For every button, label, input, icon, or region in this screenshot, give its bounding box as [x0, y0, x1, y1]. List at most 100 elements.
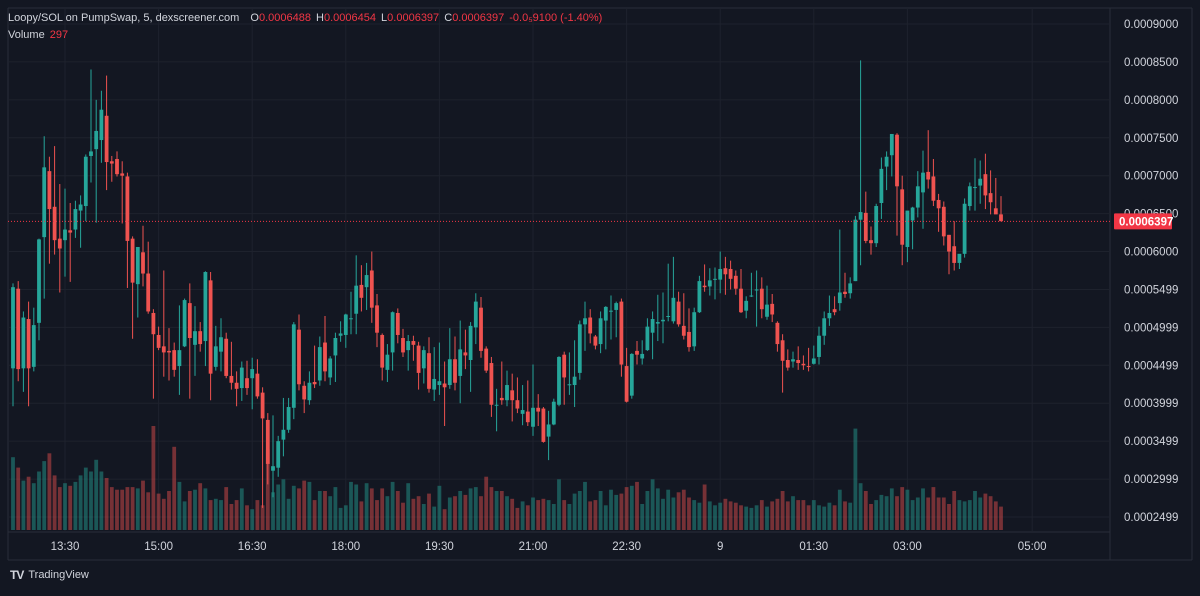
candle-body[interactable] — [245, 378, 249, 389]
candle-body[interactable] — [728, 268, 733, 279]
candle-body[interactable] — [286, 407, 291, 430]
candle-body[interactable] — [973, 187, 977, 189]
candle-body[interactable] — [551, 401, 556, 425]
candle-body[interactable] — [255, 373, 260, 397]
candle-body[interactable] — [988, 193, 993, 203]
candle-body[interactable] — [224, 338, 229, 376]
candle-body[interactable] — [999, 214, 1003, 222]
candle-body[interactable] — [89, 151, 93, 156]
candle-body[interactable] — [338, 333, 343, 336]
candle-body[interactable] — [915, 186, 920, 208]
candle-body[interactable] — [707, 280, 712, 287]
candle-body[interactable] — [572, 376, 577, 386]
candle-body[interactable] — [775, 322, 780, 345]
candle-body[interactable] — [562, 354, 567, 378]
candle-body[interactable] — [510, 390, 515, 401]
candle-body[interactable] — [52, 206, 57, 241]
candle-body[interactable] — [791, 359, 795, 362]
candle-body[interactable] — [614, 303, 619, 310]
candle-body[interactable] — [31, 325, 36, 367]
candle-body[interactable] — [109, 161, 114, 164]
candle-body[interactable] — [193, 331, 197, 345]
candle-body[interactable] — [297, 329, 301, 385]
candle-body[interactable] — [827, 312, 832, 319]
candle-body[interactable] — [603, 306, 608, 321]
candle-body[interactable] — [115, 159, 119, 175]
candle-body[interactable] — [910, 207, 915, 221]
candle-body[interactable] — [723, 268, 728, 275]
candle-body[interactable] — [718, 268, 723, 280]
candle-body[interactable] — [525, 411, 530, 423]
candle-body[interactable] — [900, 189, 905, 245]
candle-body[interactable] — [692, 312, 697, 347]
candle-body[interactable] — [302, 385, 307, 400]
candle-body[interactable] — [733, 275, 738, 289]
symbol-title[interactable]: Loopy/SOL on PumpSwap, 5, dexscreener.co… — [8, 12, 240, 24]
candle-body[interactable] — [645, 326, 650, 351]
candle-body[interactable] — [702, 285, 707, 288]
candle-body[interactable] — [312, 381, 317, 385]
candle-body[interactable] — [635, 350, 639, 355]
candle-body[interactable] — [213, 346, 218, 367]
candle-body[interactable] — [229, 375, 234, 383]
candle-body[interactable] — [458, 349, 463, 376]
candle-body[interactable] — [42, 167, 47, 238]
candle-body[interactable] — [921, 172, 925, 193]
candle-body[interactable] — [962, 203, 967, 254]
candle-body[interactable] — [271, 466, 275, 471]
candle-body[interactable] — [822, 318, 827, 336]
candle-body[interactable] — [531, 407, 535, 427]
candle-body[interactable] — [843, 291, 847, 295]
candle-body[interactable] — [291, 324, 296, 408]
candle-body[interactable] — [104, 115, 109, 163]
candle-body[interactable] — [250, 369, 255, 379]
candle-body[interactable] — [557, 356, 561, 405]
candle-body[interactable] — [744, 300, 749, 311]
candle-body[interactable] — [863, 212, 868, 241]
candle-body[interactable] — [406, 341, 411, 351]
candle-body[interactable] — [349, 318, 353, 320]
candle-body[interactable] — [858, 212, 863, 220]
candle-body[interactable] — [219, 337, 223, 352]
candle-body[interactable] — [177, 350, 182, 367]
candle-body[interactable] — [265, 419, 270, 464]
candle-body[interactable] — [437, 381, 442, 386]
candle-body[interactable] — [78, 204, 83, 211]
candle-body[interactable] — [276, 441, 281, 468]
candle-body[interactable] — [499, 397, 504, 401]
candle-body[interactable] — [239, 367, 244, 389]
candle-body[interactable] — [120, 173, 125, 176]
candle-body[interactable] — [479, 307, 483, 351]
candle-body[interactable] — [203, 272, 208, 342]
candle-body[interactable] — [328, 358, 333, 378]
candle-body[interactable] — [671, 297, 676, 322]
candle-body[interactable] — [369, 270, 374, 308]
candle-body[interactable] — [411, 341, 416, 345]
candle-body[interactable] — [333, 338, 338, 356]
candle-body[interactable] — [151, 312, 156, 335]
candle-body[interactable] — [739, 288, 743, 313]
candle-body[interactable] — [494, 404, 499, 406]
candle-body[interactable] — [359, 284, 364, 298]
candle-body[interactable] — [427, 353, 431, 389]
candle-body[interactable] — [421, 350, 426, 369]
candle-body[interactable] — [676, 301, 681, 325]
candle-body[interactable] — [588, 317, 593, 334]
candle-body[interactable] — [983, 174, 988, 196]
candle-body[interactable] — [505, 385, 509, 401]
candle-body[interactable] — [650, 319, 655, 333]
candle-body[interactable] — [323, 342, 327, 372]
candle-body[interactable] — [380, 334, 385, 368]
candle-body[interactable] — [146, 273, 151, 312]
candle-body[interactable] — [947, 234, 951, 252]
candle-body[interactable] — [837, 292, 842, 304]
candle-body[interactable] — [57, 238, 62, 249]
candle-body[interactable] — [99, 109, 104, 141]
candle-body[interactable] — [432, 378, 437, 390]
candle-body[interactable] — [375, 305, 379, 333]
candle-body[interactable] — [37, 239, 41, 323]
candle-body[interactable] — [47, 171, 52, 210]
candle-body[interactable] — [172, 350, 177, 370]
candle-body[interactable] — [619, 301, 624, 365]
